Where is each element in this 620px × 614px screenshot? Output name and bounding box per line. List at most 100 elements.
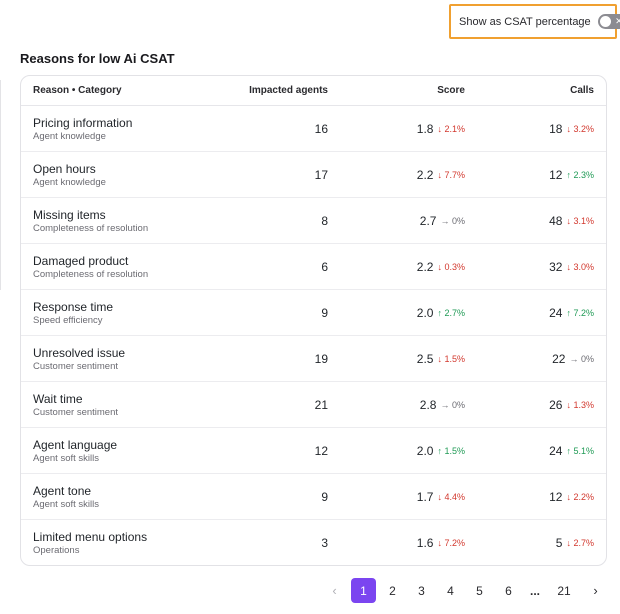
calls-value: 32 [549,260,563,274]
page-button-last[interactable]: 21 [557,583,571,598]
calls-delta: ↓ 3.2% [566,124,594,134]
calls-cell: 12 ↑ 2.3% [484,152,594,198]
calls-cell: 18 ↓ 3.2% [484,106,594,152]
table-row[interactable]: Missing items Completeness of resolution 8… [21,198,606,244]
reason-category: Customer sentiment [33,407,119,418]
score-delta: ↑ 1.5% [437,446,465,456]
previous-page-icon[interactable]: ‹ [332,583,337,598]
page-button-1[interactable]: 1 [351,578,376,603]
score-cell: 1.8 ↓ 2.1% [345,106,465,152]
table-row[interactable]: Response time Speed efficiency 9 2.0 ↑ 2.7% 2… [21,290,606,336]
page-button-6[interactable]: 6 [505,583,512,598]
score-value: 2.8 [419,398,437,412]
csat-toggle-container: Show as CSAT percentage ✕ [449,4,620,39]
table-row[interactable]: Unresolved issue Customer sentiment 19 2.5 ↓… [21,336,606,382]
table-row[interactable]: Limited menu options Operations 3 1.6 ↓ 7.2%… [21,520,606,565]
reason-cell: Limited menu options Operations [33,530,147,557]
calls-delta: ↑ 2.3% [566,170,594,180]
reason-name: Agent language [33,438,118,452]
csat-percentage-toggle[interactable]: ✕ [597,14,620,29]
column-header-reason[interactable]: Reason • Category [33,85,122,96]
table-row[interactable]: Damaged product Completeness of resolutio… [21,244,606,290]
score-delta: → 0% [440,216,465,226]
calls-cell: 32 ↓ 3.0% [484,244,594,290]
calls-cell: 24 ↑ 5.1% [484,428,594,474]
score-cell: 1.6 ↓ 7.2% [345,520,465,565]
score-value: 1.8 [416,122,434,136]
reason-cell: Unresolved issue Customer sentiment [33,346,125,373]
page-button-2[interactable]: 2 [389,583,396,598]
calls-value: 12 [549,490,563,504]
reason-cell: Response time Speed efficiency [33,300,113,327]
reasons-table: Reason • Category Impacted agents Score … [20,75,607,566]
reason-cell: Agent tone Agent soft skills [33,484,99,511]
impacted-agents-value: 19 [314,352,328,366]
score-value: 1.7 [416,490,434,504]
calls-cell: 26 ↓ 1.3% [484,382,594,428]
calls-delta: ↓ 1.3% [566,400,594,410]
calls-cell: 22 → 0% [484,336,594,382]
score-cell: 2.0 ↑ 2.7% [345,290,465,336]
calls-value: 5 [555,536,563,550]
calls-delta: → 0% [569,354,594,364]
score-delta: ↓ 1.5% [437,354,465,364]
impacted-agents-value: 6 [321,260,328,274]
reason-cell: Pricing information Agent knowledge [33,116,132,143]
reason-name: Agent tone [33,484,92,498]
score-cell: 2.7 → 0% [345,198,465,244]
calls-delta: ↓ 3.0% [566,262,594,272]
close-icon: ✕ [615,16,620,26]
score-cell: 1.7 ↓ 4.4% [345,474,465,520]
calls-value: 26 [549,398,563,412]
score-delta: → 0% [440,400,465,410]
score-value: 2.2 [416,260,434,274]
impacted-agents-value: 9 [321,490,328,504]
score-cell: 2.5 ↓ 1.5% [345,336,465,382]
reason-category: Completeness of resolution [33,223,149,234]
page-button-5[interactable]: 5 [476,583,483,598]
reason-category: Agent knowledge [33,177,106,188]
csat-toggle-label: Show as CSAT percentage [459,15,591,28]
reason-name: Wait time [33,392,83,406]
impacted-agents-value: 8 [321,214,328,228]
column-header-impacted-agents[interactable]: Impacted agents [249,85,328,96]
column-header-calls[interactable]: Calls [570,85,594,96]
page-button-3[interactable]: 3 [418,583,425,598]
calls-value: 18 [549,122,563,136]
table-row[interactable]: Pricing information Agent knowledge 16 1.8 ↓… [21,106,606,152]
calls-value: 12 [549,168,563,182]
score-value: 2.5 [416,352,434,366]
score-delta: ↓ 7.7% [437,170,465,180]
page-button-4[interactable]: 4 [447,583,454,598]
impacted-agents-value: 16 [314,122,328,136]
table-row[interactable]: Open hours Agent knowledge 17 2.2 ↓ 7.7% 12 ↑ … [21,152,606,198]
calls-cell: 12 ↓ 2.2% [484,474,594,520]
calls-value: 48 [549,214,563,228]
next-page-icon[interactable]: › [593,583,598,598]
score-value: 2.2 [416,168,434,182]
column-header-score[interactable]: Score [437,85,465,96]
table-row[interactable]: Agent tone Agent soft skills 9 1.7 ↓ 4.4% 12 ↓… [21,474,606,520]
calls-cell: 48 ↓ 3.1% [484,198,594,244]
table-row[interactable]: Agent language Agent soft skills 12 2.0 ↑ 1.… [21,428,606,474]
impacted-agents-value: 3 [321,536,328,550]
calls-value: 24 [549,444,563,458]
calls-delta: ↓ 2.7% [566,538,594,548]
reason-name: Pricing information [33,116,133,130]
calls-delta: ↑ 7.2% [566,308,594,318]
calls-value: 22 [552,352,566,366]
toggle-knob [599,16,611,27]
calls-cell: 5 ↓ 2.7% [484,520,594,565]
score-value: 1.6 [416,536,434,550]
score-value: 2.0 [416,306,434,320]
impacted-agents-value: 12 [314,444,328,458]
table-row[interactable]: Wait time Customer sentiment 21 2.8 → 0% 26 ↓ … [21,382,606,428]
reason-cell: Wait time Customer sentiment [33,392,118,419]
table-header: Reason • Category Impacted agents Score … [21,76,606,106]
score-cell: 2.8 → 0% [345,382,465,428]
reason-cell: Open hours Agent knowledge [33,162,106,189]
score-delta: ↓ 4.4% [437,492,465,502]
reason-category: Completeness of resolution [33,269,149,280]
score-value: 2.7 [419,214,437,228]
